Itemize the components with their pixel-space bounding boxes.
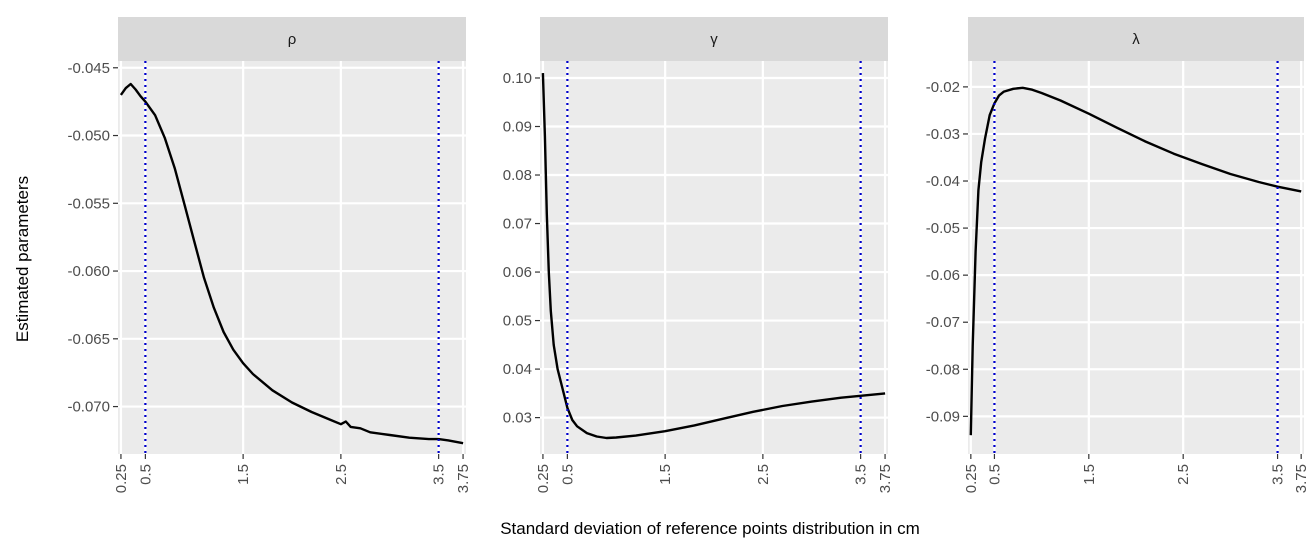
x-tick-label: 3.75	[455, 464, 472, 493]
facet-strip	[118, 17, 466, 61]
x-tick-label: 0.25	[113, 464, 130, 493]
facet-strip	[968, 17, 1304, 61]
y-tick-label: -0.060	[67, 263, 110, 280]
y-tick-label: -0.045	[67, 60, 110, 77]
x-tick-label: 0.5	[986, 464, 1003, 485]
y-tick-label: -0.055	[67, 195, 110, 212]
data-line	[541, 73, 886, 440]
facet-title: λ	[1132, 31, 1140, 48]
x-tick-label: 1.5	[657, 464, 674, 485]
panel-2: γ 0.10 0.09 0.08 0.07 0.06 0.05 0.04 0.03 0.25 0.5…	[503, 17, 894, 493]
x-tick-label: 0.25	[535, 464, 552, 493]
y-tick-label: -0.02	[926, 79, 960, 96]
facet-strip	[540, 17, 888, 61]
panel-background	[968, 61, 1304, 454]
y-tick-label: -0.08	[926, 361, 960, 378]
x-tick-label: 1.5	[235, 464, 252, 485]
y-tick-label: 0.09	[503, 119, 532, 136]
x-tick-label: 3.5	[1270, 464, 1287, 485]
y-tick-label: -0.050	[67, 128, 110, 145]
data-line	[969, 86, 1302, 436]
x-axis-title: Standard deviation of reference points d…	[500, 519, 920, 538]
y-axis-title: Estimated parameters	[13, 176, 32, 342]
y-tick-label: 0.08	[503, 167, 532, 184]
x-tick-label: 0.5	[559, 464, 576, 485]
panel-background	[540, 61, 888, 454]
facet-title: ρ	[288, 31, 297, 48]
y-tick-label: 0.06	[503, 264, 532, 281]
y-tick-label: -0.03	[926, 126, 960, 143]
x-tick-label: 2.5	[755, 464, 772, 485]
panel-background	[118, 61, 466, 454]
y-tick-label: -0.07	[926, 314, 960, 331]
y-tick-label: 0.07	[503, 216, 532, 233]
x-tick-label: 0.25	[963, 464, 980, 493]
y-tick-label: -0.070	[67, 399, 110, 416]
x-tick-label: 3.5	[431, 464, 448, 485]
y-tick-label: 0.04	[503, 361, 532, 378]
y-tick-label: 0.03	[503, 410, 532, 427]
y-tick-label: -0.05	[926, 220, 960, 237]
x-tick-label: 2.5	[1175, 464, 1192, 485]
y-tick-label: 0.10	[503, 70, 532, 87]
panel-1: ρ -0.045 -0.050 -0.055 -0.060 -0.065 -0.070 0.2…	[67, 17, 472, 493]
x-tick-label: 3.5	[853, 464, 870, 485]
facet-title: γ	[710, 31, 718, 48]
x-tick-label: 3.75	[877, 464, 894, 493]
x-tick-label: 2.5	[333, 464, 350, 485]
x-tick-label: 0.5	[137, 464, 154, 485]
panels: ρ -0.045 -0.050 -0.055 -0.060 -0.065 -0.070 0.2…	[67, 17, 1308, 493]
panel-3: λ -0.02 -0.03 -0.04 -0.05 -0.06 -0.07 -0.08 -0.0…	[926, 17, 1308, 493]
y-tick-label: -0.065	[67, 331, 110, 348]
y-tick-label: 0.05	[503, 313, 532, 330]
x-tick-label: 3.75	[1293, 464, 1308, 493]
data-line	[119, 82, 464, 445]
y-tick-label: -0.06	[926, 267, 960, 284]
x-tick-label: 1.5	[1081, 464, 1098, 485]
y-tick-label: -0.09	[926, 408, 960, 425]
y-tick-label: -0.04	[926, 173, 960, 190]
